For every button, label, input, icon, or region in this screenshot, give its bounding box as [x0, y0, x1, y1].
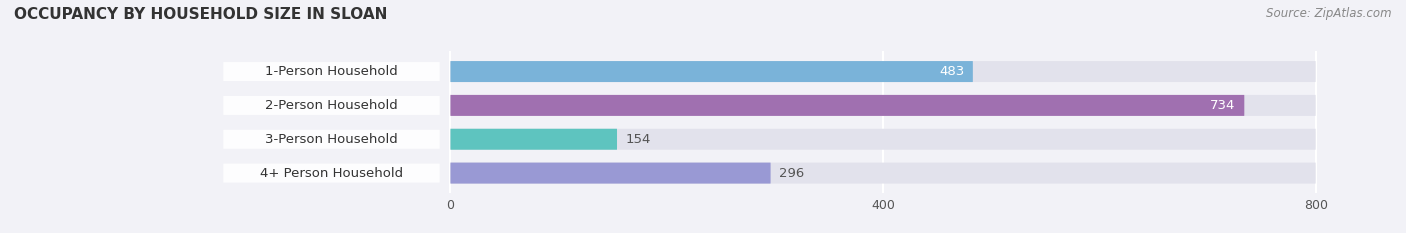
Text: 296: 296 — [779, 167, 804, 180]
FancyBboxPatch shape — [450, 61, 1316, 82]
FancyBboxPatch shape — [224, 130, 440, 149]
Text: 483: 483 — [939, 65, 965, 78]
FancyBboxPatch shape — [450, 129, 617, 150]
FancyBboxPatch shape — [224, 96, 440, 115]
FancyBboxPatch shape — [224, 164, 440, 183]
Text: 1-Person Household: 1-Person Household — [266, 65, 398, 78]
Text: 4+ Person Household: 4+ Person Household — [260, 167, 404, 180]
FancyBboxPatch shape — [450, 95, 1244, 116]
Text: 3-Person Household: 3-Person Household — [266, 133, 398, 146]
Text: Source: ZipAtlas.com: Source: ZipAtlas.com — [1267, 7, 1392, 20]
FancyBboxPatch shape — [224, 62, 440, 81]
FancyBboxPatch shape — [450, 163, 770, 184]
FancyBboxPatch shape — [450, 163, 1316, 184]
FancyBboxPatch shape — [450, 129, 1316, 150]
FancyBboxPatch shape — [450, 61, 973, 82]
Text: OCCUPANCY BY HOUSEHOLD SIZE IN SLOAN: OCCUPANCY BY HOUSEHOLD SIZE IN SLOAN — [14, 7, 388, 22]
Text: 2-Person Household: 2-Person Household — [266, 99, 398, 112]
FancyBboxPatch shape — [450, 95, 1316, 116]
Text: 154: 154 — [626, 133, 651, 146]
Text: 734: 734 — [1211, 99, 1236, 112]
